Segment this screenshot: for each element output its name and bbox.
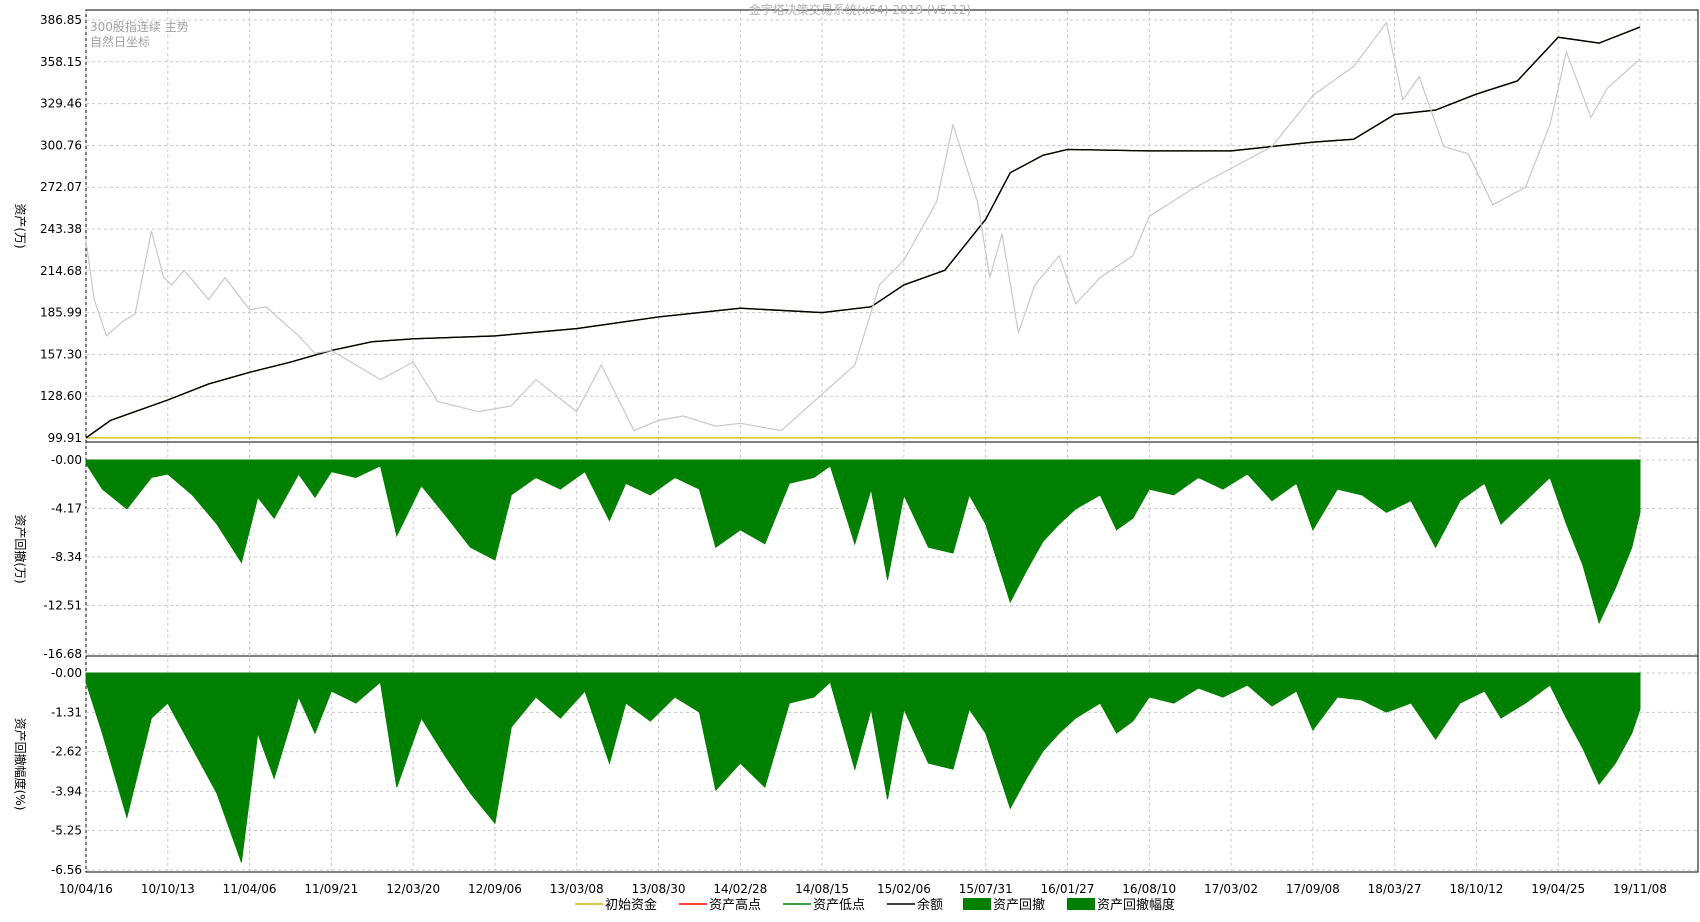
y-tick-label: 300.76 [40,138,82,152]
svg-text:资产回撤(万): 资产回撤(万) [13,514,28,583]
x-tick-label: 19/11/08 [1613,882,1667,896]
x-tick-label: 14/02/28 [713,882,767,896]
y-tick-label: -2.62 [51,745,82,759]
y-tick-label: -16.68 [43,647,82,661]
x-tick-label: 15/02/06 [877,882,931,896]
legend-label: 资产高点 [709,897,761,913]
y-tick-label: -0.00 [51,666,82,680]
legend-swatch [1067,898,1095,910]
x-tick-label: 13/08/30 [632,882,686,896]
y-tick-label: -0.00 [51,453,82,467]
axis-title-assets: 资产(万) [13,203,27,248]
legend-label: 资产低点 [813,898,865,913]
x-tick-label: 12/03/20 [386,882,440,896]
y-tick-label: 157.30 [40,347,82,361]
x-tick-label: 11/09/21 [304,882,358,896]
y-tick-label: -3.94 [51,784,82,798]
drawdown-areas [85,459,1641,863]
chart-subtitle-2: 自然日坐标 [90,34,150,49]
x-tick-label: 15/07/31 [959,882,1013,896]
x-tick-label: 17/09/08 [1286,882,1340,896]
y-tick-label: 185.99 [40,306,82,320]
legend-label: 资产回撤幅度 [1097,897,1175,913]
legend-label: 余额 [917,897,943,913]
axis-title-drawdown-pct: 资产回撤幅度(%) [13,718,28,811]
svg-text:资产(万): 资产(万) [13,203,27,248]
y-tick-label: 128.60 [40,389,82,403]
series-line [85,21,1641,432]
panel-frame-assets [85,9,1699,443]
y-tick-label: 243.38 [40,222,82,236]
legend: 初始资金 资产高点 资产低点 余额 资产回撤 资产回撤幅度 [575,897,1175,913]
y-tick-label: -8.34 [51,550,82,564]
series-line [85,26,1641,439]
x-tick-label: 10/10/13 [141,882,195,896]
y-tick-label: -12.51 [43,599,82,613]
series-line [85,26,1641,439]
svg-text:资产回撤幅度(%): 资产回撤幅度(%) [13,718,28,811]
y-tick-label: 214.68 [40,264,82,278]
y-tick-label: -6.56 [51,863,82,877]
chart-subtitle-1: 300股指连续 主势 [90,19,189,34]
tick-labels: 10/04/16 10/10/13 11/04/06 11/09/21 12/03/20… [40,13,1667,896]
x-tick-label: 16/08/10 [1122,882,1176,896]
y-tick-label: -4.17 [51,502,82,516]
x-tick-label: 19/04/25 [1531,882,1585,896]
legend-label: 资产回撤 [993,897,1045,913]
x-tick-label: 14/08/15 [795,882,849,896]
x-tick-label: 16/01/27 [1041,882,1095,896]
legend-swatch [963,898,991,910]
y-tick-label: -1.31 [51,705,82,719]
x-tick-label: 12/09/06 [468,882,522,896]
drawdown-area [85,672,1641,863]
x-tick-label: 17/03/02 [1204,882,1258,896]
legend-label: 初始资金 [605,897,657,913]
y-tick-label: 272.07 [40,180,82,194]
drawdown-area [85,459,1641,625]
x-tick-label: 10/04/16 [59,882,113,896]
x-tick-label: 18/03/27 [1368,882,1422,896]
series-lines [85,21,1641,439]
chart-title: 金宇塔决策交易系统(x64) 2019 (V5.12) [749,2,971,17]
y-tick-label: 329.46 [40,97,82,111]
x-tick-label: 18/10/12 [1449,882,1503,896]
series-line [85,26,1641,439]
y-tick-label: 358.15 [40,55,82,69]
y-tick-label: -5.25 [51,824,82,838]
x-tick-label: 13/03/08 [550,882,604,896]
x-tick-label: 11/04/06 [223,882,277,896]
axis-title-drawdown: 资产回撤(万) [13,514,28,583]
y-tick-label: 99.91 [48,431,82,445]
y-tick-label: 386.85 [40,13,82,27]
